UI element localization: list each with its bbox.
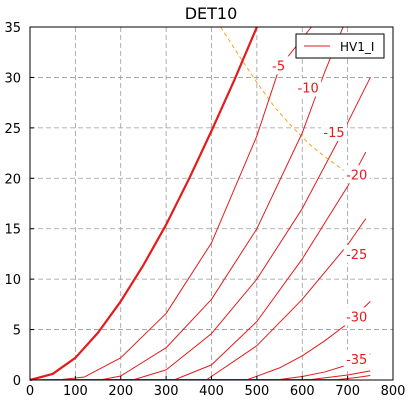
y-tick-label: 5 <box>13 324 21 339</box>
y-tick-label: 30 <box>4 71 21 86</box>
curve-label-layer: -5 -10 -15 -20 -25 -30 -35 <box>265 56 370 368</box>
legend-label: HV1_I <box>340 40 374 54</box>
y-tick-label: 20 <box>4 172 21 187</box>
x-tick-label: 400 <box>199 384 224 399</box>
curve-label: -30 <box>346 310 367 325</box>
curve-label: -25 <box>346 248 367 263</box>
curve-label-bg <box>343 165 370 184</box>
series-line <box>29 370 371 381</box>
axis-ticks: 0 100 200 300 400 500 600 700 800 0 5 10 15 20 25 30 35 <box>4 21 405 399</box>
series-line <box>29 26 258 382</box>
grid <box>30 27 393 380</box>
x-tick-label: 700 <box>335 384 360 399</box>
chart-title: DET10 <box>185 4 238 23</box>
x-tick-label: 300 <box>154 384 179 399</box>
x-tick-label: 800 <box>381 384 406 399</box>
x-tick-label: 0 <box>26 384 34 399</box>
curve-label: -10 <box>298 82 319 97</box>
series-line <box>29 300 371 381</box>
envelope-line <box>220 26 348 174</box>
x-tick-label: 100 <box>63 384 88 399</box>
curve-label-bg <box>343 244 370 263</box>
series-line <box>29 218 367 381</box>
curve-label-bg <box>321 122 348 141</box>
curve-label: -35 <box>346 353 367 368</box>
curve-label-bg <box>265 56 292 75</box>
curve-label-bg <box>295 78 322 97</box>
y-tick-label: 10 <box>4 273 21 288</box>
curve-label: -15 <box>323 126 344 141</box>
series-line <box>29 353 371 381</box>
curve-label-bg <box>343 349 370 368</box>
x-tick-label: 600 <box>290 384 315 399</box>
y-tick-label: 25 <box>4 122 21 137</box>
curve-label-bg <box>343 307 370 326</box>
envelope-layer <box>220 26 348 174</box>
curve-label: -20 <box>346 168 367 183</box>
y-tick-label: 35 <box>4 21 21 36</box>
x-tick-label: 200 <box>108 384 133 399</box>
y-tick-label: 15 <box>4 223 21 238</box>
series-line <box>29 151 367 381</box>
series-line <box>29 26 312 381</box>
curve-label: -5 <box>272 59 285 74</box>
legend: HV1_I <box>295 33 385 59</box>
x-tick-label: 500 <box>244 384 269 399</box>
y-tick-label: 0 <box>13 374 21 389</box>
